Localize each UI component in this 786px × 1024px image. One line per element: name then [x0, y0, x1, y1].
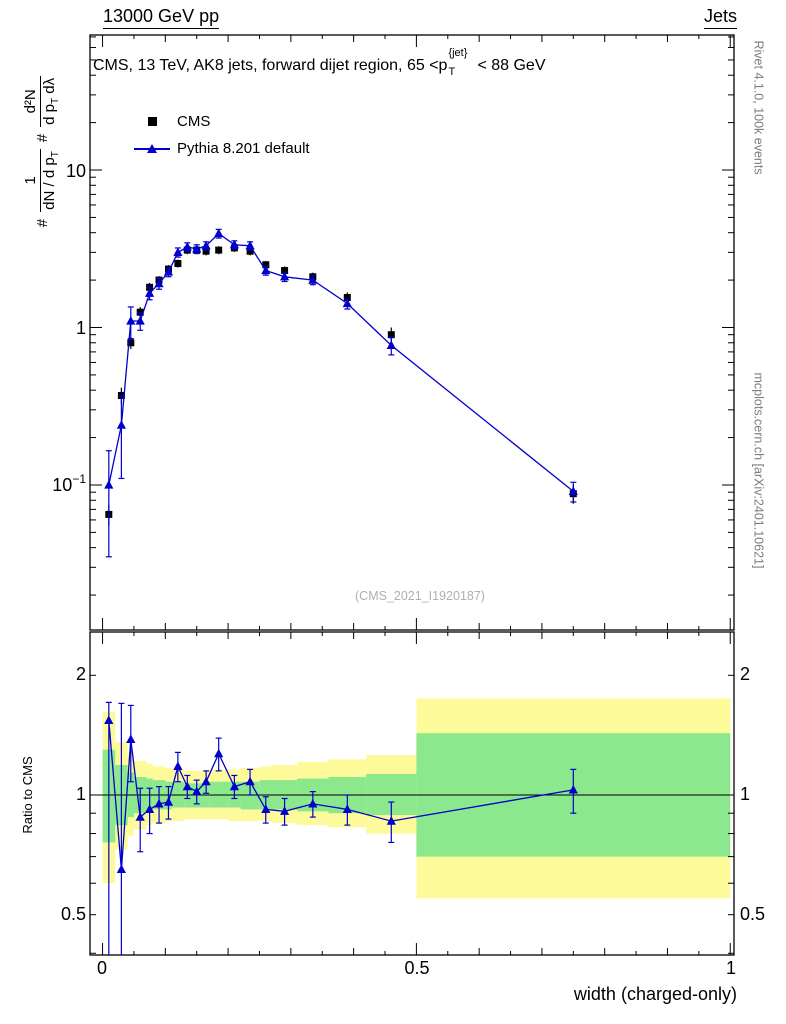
pt-jet-symbol: {jet} T — [448, 47, 468, 78]
ratio-tick-label-2-left: 2 — [75, 664, 86, 684]
y-label-fraction-2: d²N d pT dλ — [22, 75, 62, 127]
beam-energy-label: 13000 GeV pp — [103, 6, 220, 29]
ratio-tick-label-0p5-right: 0.5 — [740, 904, 766, 924]
cms-square-marker-icon — [134, 114, 170, 130]
legend-label-cms: CMS — [177, 113, 211, 130]
rivet-version-note: Rivet 4.1.0, 100k events — [751, 40, 766, 175]
cms-data-series — [105, 244, 577, 526]
analysis-id-watermark: (CMS_2021_I1920187) — [355, 589, 485, 603]
y-tick-label-0p1: 10−1 — [52, 472, 86, 495]
analysis-category-label: Jets — [703, 6, 737, 29]
hash-symbol: # — [33, 133, 51, 143]
y-tick-label-1: 1 — [75, 318, 86, 338]
plot-title: CMS, 13 TeV, AK8 jets, forward dijet reg… — [93, 47, 546, 78]
ratio-series — [104, 701, 578, 955]
pythia-series — [104, 228, 578, 558]
ratio-panel-frame — [89, 631, 735, 956]
x-tick-label-0: 0 — [96, 958, 107, 978]
x-axis-title: width (charged-only) — [573, 984, 737, 1004]
hash-symbol: # — [33, 218, 51, 228]
main-panel-frame — [89, 34, 735, 631]
y-tick-label-10: 10 — [65, 161, 86, 181]
mcplots-arxiv-note: mcplots.cern.ch [arXiv:2401.10621] — [751, 372, 766, 569]
legend-label-pythia: Pythia 8.201 default — [177, 140, 310, 157]
legend-item-pythia: Pythia 8.201 default — [134, 135, 310, 162]
ratio-tick-label-2-right: 2 — [740, 664, 751, 684]
ratio-tick-label-0p5-left: 0.5 — [60, 904, 86, 924]
plot-title-text: CMS, 13 TeV, AK8 jets, forward dijet reg… — [93, 57, 448, 74]
x-tick-label-1: 1 — [725, 958, 736, 978]
main-y-axis-label: # 1 dN / d pT # d²N d pT dλ — [7, 10, 77, 290]
legend: CMS Pythia 8.201 default — [134, 108, 310, 162]
ratio-tick-label-1-left: 1 — [75, 784, 86, 804]
x-tick-label-0p5: 0.5 — [404, 958, 430, 978]
ratio-tick-label-1-right: 1 — [740, 784, 751, 804]
pythia-triangle-marker-icon — [134, 141, 170, 157]
legend-item-cms: CMS — [134, 108, 310, 135]
